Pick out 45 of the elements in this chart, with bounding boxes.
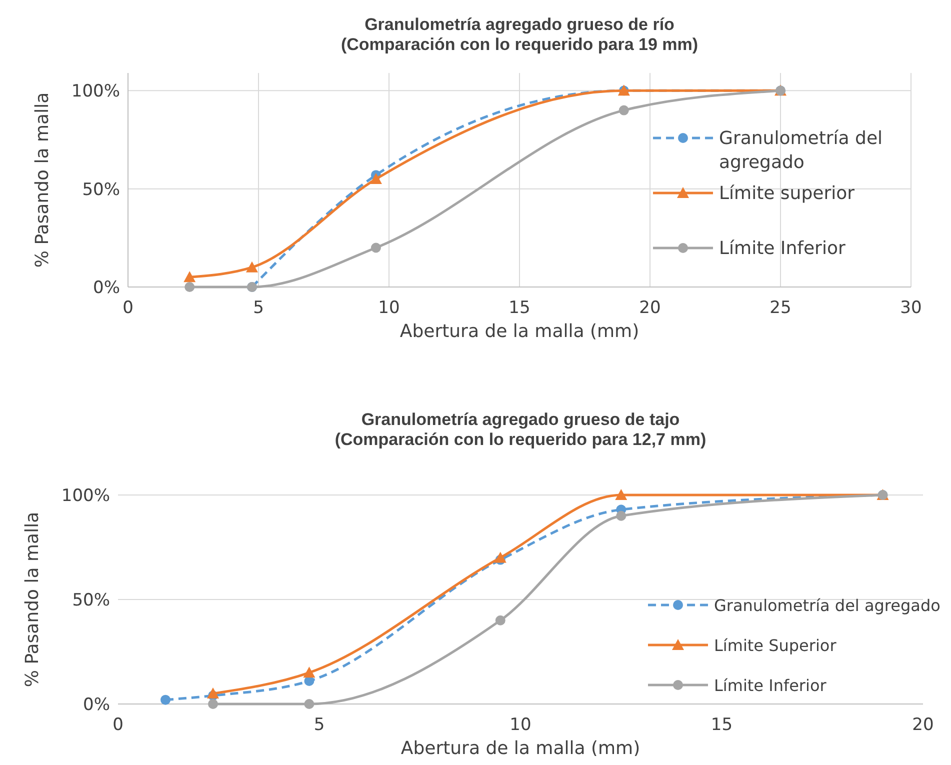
point (303, 666, 316, 678)
legend-label: Granulometría del agregado (719, 128, 883, 173)
y-tick-label: 50% (72, 590, 110, 610)
point (206, 688, 219, 699)
x-tick-label: 5 (314, 715, 325, 735)
y-tick-label: 0% (93, 278, 120, 298)
y-tick-label: 100% (61, 486, 110, 506)
y-tick-label: 50% (82, 180, 120, 200)
x-tick-label: 20 (639, 298, 661, 318)
point (494, 552, 506, 563)
x-tick-label: 0 (122, 298, 134, 318)
legend-label: Límite Inferior (719, 238, 846, 259)
point (616, 510, 626, 521)
point (246, 261, 258, 272)
x-tick-label: 0 (112, 715, 124, 735)
x-tick-label: 15 (710, 715, 733, 735)
chart-title: Granulometría agregado grueso de tajo (Comparación con lo requerido para 12,7 mm) (334, 410, 706, 449)
point (160, 694, 170, 705)
chart-title: Granulometría agregado grueso de río (Comparación con lo requerido para 19 mm) (340, 15, 698, 54)
point (208, 699, 218, 709)
x-tick-label: 5 (253, 298, 264, 318)
legend-label: Límite superior (719, 183, 856, 204)
y-tick-label: 100% (71, 82, 120, 102)
point (304, 699, 314, 709)
y-axis-title: % Pasando la malla (32, 92, 53, 268)
legend-label: Límite Inferior (714, 676, 827, 695)
x-tick-label: 10 (378, 298, 400, 318)
legend-label: Granulometría del agregado (714, 596, 940, 615)
x-tick-label: 25 (770, 298, 792, 318)
x-axis-title: Abertura de la malla (mm) (400, 321, 640, 342)
point (618, 105, 629, 116)
point (370, 173, 382, 184)
point (370, 242, 381, 253)
point (184, 282, 195, 292)
x-tick-label: 10 (510, 715, 532, 735)
legend-label: Límite Superior (714, 636, 837, 655)
point (184, 271, 196, 282)
point (495, 615, 506, 626)
x-tick-label: 30 (900, 298, 922, 318)
x-tick-label: 15 (508, 298, 530, 318)
point (615, 489, 628, 500)
y-axis-title: % Pasando la malla (22, 512, 43, 688)
y-tick-label: 0% (83, 695, 110, 715)
x-axis-title: Abertura de la malla (mm) (400, 738, 640, 759)
x-tick-label: 20 (912, 715, 934, 735)
